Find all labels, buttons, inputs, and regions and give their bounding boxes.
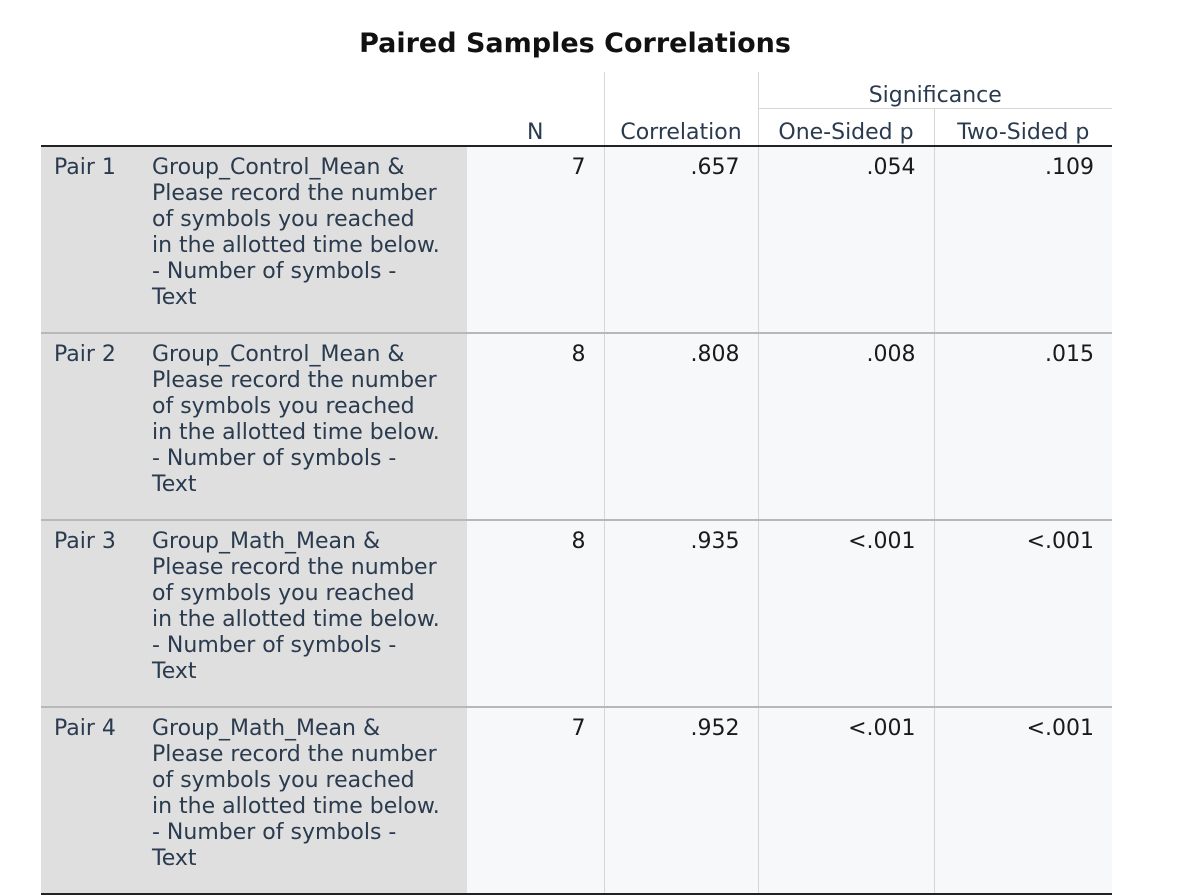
pair-description-line: Group_Math_Mean & <box>152 716 381 741</box>
table-row: Pair 2 Group_Control_Mean & Please record … <box>41 333 1112 521</box>
pair-description-line: - Number of symbols - <box>152 820 397 845</box>
pair-description-line: Group_Control_Mean & <box>152 155 405 180</box>
correlation-value: .952 <box>603 707 758 895</box>
pair-description-line: in the allotted time below. <box>152 794 440 819</box>
header-row-top: Significance <box>41 72 1112 109</box>
header-row-bottom: N Correlation One-Sided p Two-Sided p <box>41 108 1112 146</box>
pair-description: Group_Math_Mean & Please record the numbe… <box>152 520 467 708</box>
pair-description-line: Group_Control_Mean & <box>152 342 405 367</box>
pair-description: Group_Control_Mean & Please record the nu… <box>152 145 467 334</box>
one-sided-p-value: <.001 <box>757 707 934 895</box>
two-sided-p-value: .109 <box>933 145 1112 334</box>
two-sided-p-value: <.001 <box>933 707 1112 895</box>
two-sided-p-header: Two-Sided p <box>933 108 1112 146</box>
pair-description-line: - Number of symbols - <box>152 633 397 658</box>
table-row: Pair 1 Group_Control_Mean & Please record … <box>41 145 1112 334</box>
correlation-value: .935 <box>603 520 758 708</box>
table-title: Paired Samples Correlations <box>359 28 791 59</box>
paired-samples-correlations-table: Significance N Correlation One-Sided p T… <box>41 72 1112 895</box>
pair-description-line: Text <box>152 846 197 871</box>
one-sided-p-header: One-Sided p <box>757 108 934 146</box>
pair-description-line: Please record the number <box>152 555 437 580</box>
pair-label: Pair 3 <box>41 520 152 708</box>
pair-label: Pair 4 <box>41 707 152 895</box>
pair-description-line: in the allotted time below. <box>152 420 440 445</box>
pair-description-line: of symbols you reached <box>152 581 415 606</box>
n-header: N <box>527 120 544 145</box>
correlation-header: Correlation <box>603 108 758 146</box>
pair-description-line: Group_Math_Mean & <box>152 529 381 554</box>
one-sided-p-value: .054 <box>757 145 934 334</box>
table-row: Pair 4 Group_Math_Mean & Please record the… <box>41 707 1112 895</box>
n-value: 8 <box>467 520 604 708</box>
pair-description-line: Text <box>152 659 197 684</box>
correlation-value: .808 <box>603 333 758 521</box>
one-sided-p-value: <.001 <box>757 520 934 708</box>
pair-description-line: Please record the number <box>152 368 437 393</box>
n-value: 7 <box>467 707 604 895</box>
pair-description-line: Please record the number <box>152 742 437 767</box>
n-value: 8 <box>467 333 604 521</box>
pair-description-line: Please record the number <box>152 181 437 206</box>
n-value: 7 <box>467 145 604 334</box>
pair-description-line: of symbols you reached <box>152 768 415 793</box>
pair-description-line: Text <box>152 472 197 497</box>
pair-description-line: - Number of symbols - <box>152 446 397 471</box>
pair-description-line: Text <box>152 285 197 310</box>
significance-header: Significance <box>757 72 1112 109</box>
pair-description: Group_Control_Mean & Please record the nu… <box>152 333 467 521</box>
correlation-value: .657 <box>603 145 758 334</box>
two-sided-p-value: <.001 <box>933 520 1112 708</box>
pair-description-line: of symbols you reached <box>152 394 415 419</box>
pair-description-line: - Number of symbols - <box>152 259 397 284</box>
pair-description: Group_Math_Mean & Please record the numbe… <box>152 707 467 895</box>
pair-description-line: in the allotted time below. <box>152 607 440 632</box>
two-sided-p-value: .015 <box>933 333 1112 521</box>
pair-label: Pair 1 <box>41 145 152 334</box>
table-row: Pair 3 Group_Math_Mean & Please record the… <box>41 520 1112 708</box>
one-sided-p-value: .008 <box>757 333 934 521</box>
pair-label: Pair 2 <box>41 333 152 521</box>
pair-description-line: of symbols you reached <box>152 207 415 232</box>
pair-description-line: in the allotted time below. <box>152 233 440 258</box>
